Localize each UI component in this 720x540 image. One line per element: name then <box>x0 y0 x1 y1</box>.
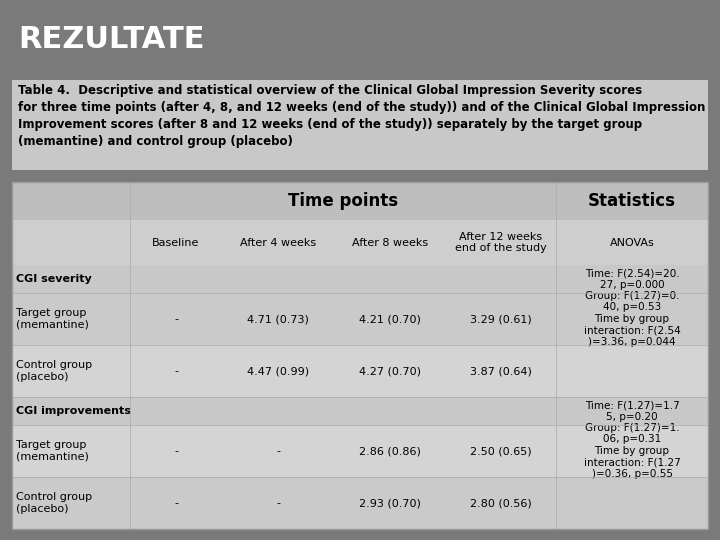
Text: 3.29 (0.61): 3.29 (0.61) <box>470 314 532 324</box>
FancyBboxPatch shape <box>12 265 708 293</box>
Text: 4.71 (0.73): 4.71 (0.73) <box>247 314 309 324</box>
Text: Control group
(placebo): Control group (placebo) <box>16 492 92 514</box>
Text: 2.93 (0.70): 2.93 (0.70) <box>359 498 421 508</box>
Text: Group: F(1.27)=1.
06, p=0.31
Time by group
interaction: F(1.27
)=0.36, p=0.55: Group: F(1.27)=1. 06, p=0.31 Time by gro… <box>584 423 680 479</box>
Text: 4.47 (0.99): 4.47 (0.99) <box>247 366 309 376</box>
Text: After 4 weeks: After 4 weeks <box>240 238 316 247</box>
Text: CGI severity: CGI severity <box>16 274 91 284</box>
Text: Time points: Time points <box>288 192 398 210</box>
FancyBboxPatch shape <box>12 345 708 397</box>
Text: -: - <box>276 498 280 508</box>
Text: -: - <box>174 498 178 508</box>
Text: Control group
(placebo): Control group (placebo) <box>16 360 92 382</box>
FancyBboxPatch shape <box>12 182 708 220</box>
Text: Baseline: Baseline <box>153 238 199 247</box>
Text: Statistics: Statistics <box>588 192 676 210</box>
Text: Time: F(1.27)=1.7
5, p=0.20: Time: F(1.27)=1.7 5, p=0.20 <box>585 400 680 422</box>
Text: Target group
(memantine): Target group (memantine) <box>16 308 89 330</box>
Text: 2.86 (0.86): 2.86 (0.86) <box>359 446 421 456</box>
Text: 2.80 (0.56): 2.80 (0.56) <box>470 498 532 508</box>
Text: After 12 weeks
end of the study: After 12 weeks end of the study <box>455 232 547 253</box>
Text: -: - <box>276 446 280 456</box>
Text: Target group
(memantine): Target group (memantine) <box>16 440 89 462</box>
FancyBboxPatch shape <box>12 220 708 265</box>
Text: 3.87 (0.64): 3.87 (0.64) <box>470 366 532 376</box>
Text: REZULTATE: REZULTATE <box>18 25 204 54</box>
Text: -: - <box>174 446 178 456</box>
Text: Time: F(2.54)=20.
27, p=0.000: Time: F(2.54)=20. 27, p=0.000 <box>585 268 679 290</box>
Text: CGI improvements: CGI improvements <box>16 406 131 416</box>
Text: 2.50 (0.65): 2.50 (0.65) <box>470 446 532 456</box>
Text: Table 4.  Descriptive and statistical overview of the Clinical Global Impression: Table 4. Descriptive and statistical ove… <box>18 84 706 148</box>
Text: ANOVAs: ANOVAs <box>610 238 654 247</box>
Text: -: - <box>174 314 178 324</box>
FancyBboxPatch shape <box>12 477 708 529</box>
FancyBboxPatch shape <box>12 397 708 425</box>
FancyBboxPatch shape <box>12 425 708 477</box>
Text: 4.27 (0.70): 4.27 (0.70) <box>359 366 421 376</box>
FancyBboxPatch shape <box>12 293 708 345</box>
Text: -: - <box>174 366 178 376</box>
Text: After 8 weeks: After 8 weeks <box>352 238 428 247</box>
Text: 4.21 (0.70): 4.21 (0.70) <box>359 314 421 324</box>
FancyBboxPatch shape <box>12 80 708 170</box>
Text: Group: F(1.27)=0.
40, p=0.53
Time by group
interaction: F(2.54
)=3.36, p=0.044: Group: F(1.27)=0. 40, p=0.53 Time by gro… <box>584 291 680 347</box>
